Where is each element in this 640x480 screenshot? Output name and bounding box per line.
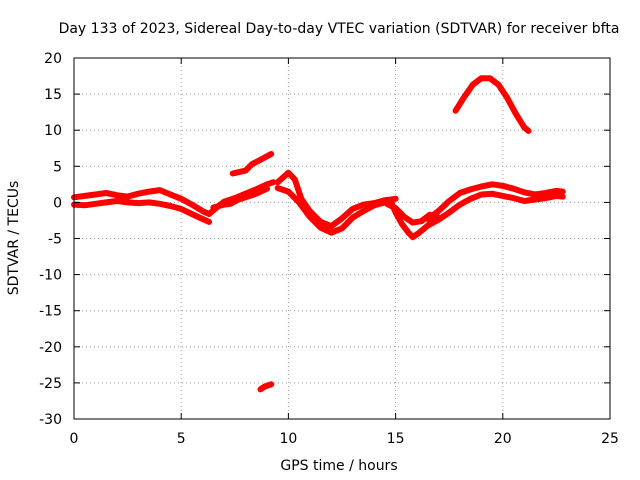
y-tick-label: 0: [53, 195, 62, 211]
y-tick-label: -30: [39, 412, 62, 428]
x-tick-label: 25: [601, 431, 619, 447]
grid-layer: [74, 58, 610, 419]
x-tick-label: 20: [494, 431, 512, 447]
series-recovery-2: [424, 190, 566, 229]
series-mid-lower: [274, 185, 399, 236]
series-band-a: [71, 179, 277, 217]
x-tick-label: 5: [177, 431, 186, 447]
y-axis-label: SDTVAR / TECUs: [6, 181, 22, 296]
series-segment: [229, 151, 275, 177]
series-recovery: [424, 181, 566, 222]
y-tick-label: 15: [44, 87, 62, 103]
y-tick-label: 10: [44, 123, 62, 139]
y-tick-label: -10: [39, 268, 62, 284]
series-band-c: [210, 185, 270, 211]
series-arc: [452, 75, 532, 134]
tick-layer: 0 5 10 15 20 25 20 15 10 5 0 -5 -10 -15 -20 -25 -30: [39, 51, 619, 447]
y-tick-label: -20: [39, 340, 62, 356]
y-tick-label: -25: [39, 376, 62, 392]
x-tick-label: 10: [279, 431, 297, 447]
chart-title: Day 133 of 2023, Sidereal Day-to-day VTE…: [59, 21, 620, 37]
series-band-b: [71, 198, 213, 225]
x-tick-label: 15: [387, 431, 405, 447]
y-tick-label: 20: [44, 51, 62, 67]
y-tick-label: 5: [53, 159, 62, 175]
series-dip-2: [384, 200, 433, 226]
series-layer: [71, 75, 566, 393]
y-tick-label: -15: [39, 304, 62, 320]
series-outlier: [257, 381, 275, 393]
x-tick-label: 0: [70, 431, 79, 447]
y-tick-label: -5: [48, 232, 62, 248]
x-axis-label: GPS time / hours: [280, 458, 397, 474]
